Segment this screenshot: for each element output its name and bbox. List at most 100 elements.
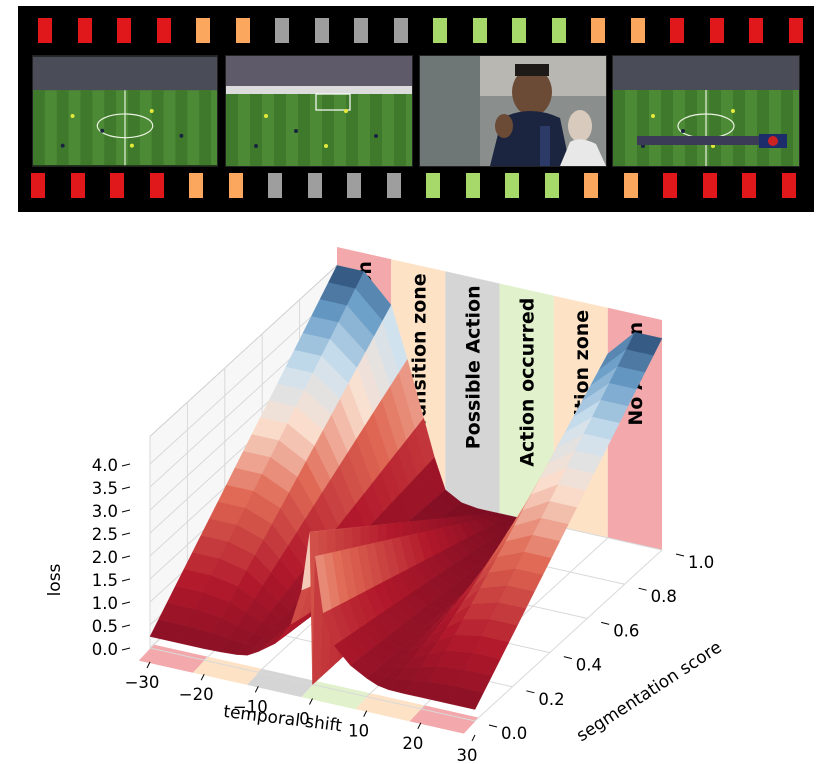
y-tick-label: 0.8 xyxy=(651,587,677,606)
perforation-bottom-orange xyxy=(584,173,598,198)
x-tick-mark xyxy=(200,673,205,681)
perforation-bottom-red xyxy=(149,173,164,198)
perforation-top-red xyxy=(156,18,171,43)
y-tick-mark xyxy=(675,553,685,557)
perforation-bottom-green xyxy=(544,173,559,198)
perforation-bottom-green xyxy=(426,173,440,198)
zone-floor-band-2 xyxy=(247,668,317,698)
x-tick-label: −30 xyxy=(125,673,160,692)
z-tick-mark xyxy=(121,486,131,490)
z-tick-mark xyxy=(121,463,131,467)
perforation-top-green xyxy=(551,18,566,43)
x-tick-mark xyxy=(309,698,313,705)
zone-label: Possible Action xyxy=(462,285,484,449)
z-tick-mark xyxy=(121,578,131,582)
z-tick-label: 4.0 xyxy=(92,456,118,475)
perforation-bottom-gray xyxy=(307,173,322,198)
zone-floor-band-3 xyxy=(301,681,371,710)
perforation-top-red xyxy=(788,18,803,43)
perforation-bottom-red xyxy=(110,173,124,198)
perforation-top-red xyxy=(77,18,92,43)
y-tick-label: 0.0 xyxy=(501,724,527,743)
perforation-top-red xyxy=(670,18,684,43)
loss-surface xyxy=(149,265,663,710)
x-tick-mark xyxy=(363,710,368,717)
z-tick-label: 1.5 xyxy=(92,571,118,590)
x-tick-mark xyxy=(417,722,422,730)
zone-panel-3 xyxy=(499,283,554,526)
z-tick-label: 2.0 xyxy=(92,548,118,567)
z-tick-mark xyxy=(121,509,131,513)
zone-floor-band-1 xyxy=(192,656,263,685)
z-tick-mark xyxy=(121,555,131,559)
zone-floor-band-0 xyxy=(138,644,208,673)
perforation-top-gray xyxy=(354,18,368,43)
y-tick-label: 1.0 xyxy=(688,553,714,572)
perforation-top-orange xyxy=(196,18,210,43)
perforation-bottom-red xyxy=(781,173,796,198)
perforation-top-orange xyxy=(235,18,250,43)
grid-line-z xyxy=(149,292,338,465)
frame-goal-area-view xyxy=(225,55,413,167)
perforation-bottom-red xyxy=(31,173,45,198)
frame-broadcast-wide-view-with-scoreboard xyxy=(612,55,800,167)
frame-wide-pitch-view xyxy=(32,55,218,167)
x-tick-label: 30 xyxy=(457,746,478,764)
x-tick-label: 10 xyxy=(348,722,369,741)
x-tick-label: 20 xyxy=(402,734,423,753)
perforation-top-gray xyxy=(393,18,408,43)
filmstrip xyxy=(18,6,814,212)
z-tick-label: 2.5 xyxy=(92,525,118,544)
perforation-top-green xyxy=(512,18,526,43)
y-tick-mark xyxy=(526,690,535,694)
y-tick-mark xyxy=(638,587,647,591)
axis-ticks: 0.0 0.5 1.0 1.5 2.0 2.5 3.0 3.5 4.0 −30 −20 −10 0 10 2… xyxy=(92,456,715,764)
perforation-top-red xyxy=(38,18,52,43)
perforation-bottom-orange xyxy=(228,173,243,198)
zone-floor-band-5 xyxy=(409,705,479,734)
perforation-top-orange xyxy=(591,18,605,43)
y-tick-label: 0.6 xyxy=(613,621,639,640)
x-tick-label: 0 xyxy=(299,710,310,729)
perforation-bottom-orange xyxy=(189,173,203,198)
surface-facet xyxy=(626,332,663,356)
perforation-top-gray xyxy=(314,18,329,43)
y-tick-label: 0.2 xyxy=(538,690,564,709)
perforation-bottom-gray xyxy=(386,173,401,198)
perforation-bottom-gray xyxy=(347,173,361,198)
z-tick-label: 0.5 xyxy=(92,617,118,636)
zone-floor-band-4 xyxy=(355,693,425,722)
y-tick-mark xyxy=(488,724,498,728)
perforation-top-red xyxy=(709,18,724,43)
perforation-bottom-red xyxy=(663,173,677,198)
zone-label: Action occurred xyxy=(517,298,539,467)
x-tick-label: −10 xyxy=(233,697,268,716)
perforation-top-green xyxy=(472,18,487,43)
x-tick-mark xyxy=(254,686,259,693)
perforation-top-orange xyxy=(630,18,645,43)
perforation-bottom-green xyxy=(505,173,519,198)
z-tick-label: 0.0 xyxy=(92,640,118,659)
y-tick-mark xyxy=(563,656,572,660)
perforation-bottom-red xyxy=(702,173,717,198)
x-tick-mark xyxy=(146,661,151,669)
floor-grid-line-t xyxy=(474,549,663,722)
z-tick-mark xyxy=(121,601,131,605)
z-tick-label: 1.0 xyxy=(92,594,118,613)
perforation-bottom-orange xyxy=(623,173,638,198)
x-axis-title: temporal shift xyxy=(222,702,343,736)
perforation-bottom-red xyxy=(70,173,85,198)
z-axis-title: loss xyxy=(45,563,65,596)
perforation-top-green xyxy=(433,18,447,43)
perforation-top-red xyxy=(749,18,763,43)
x-tick-label: −20 xyxy=(179,685,214,704)
z-tick-mark xyxy=(121,532,131,536)
perforation-top-gray xyxy=(275,18,289,43)
perforation-bottom-green xyxy=(465,173,480,198)
perforation-top-red xyxy=(117,18,131,43)
y-axis-title: segmentation score xyxy=(573,637,725,746)
z-tick-mark xyxy=(121,647,131,651)
perforation-bottom-red xyxy=(742,173,756,198)
frame-player-closeup xyxy=(419,55,607,167)
